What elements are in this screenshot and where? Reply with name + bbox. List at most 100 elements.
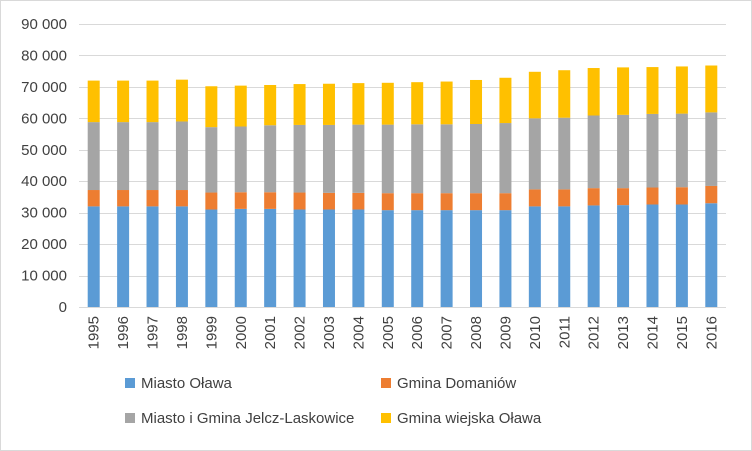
bar-segment xyxy=(352,192,365,210)
bar-segment xyxy=(440,81,453,125)
bar-segment xyxy=(381,193,394,211)
bar-segment xyxy=(499,77,512,124)
bar-segment xyxy=(175,190,188,207)
bar-segment xyxy=(558,117,571,190)
y-axis-ticks: 0 10 000 20 000 30 000 40 000 50 000 60 000 70 … xyxy=(21,16,67,316)
x-tick-label: 2011 xyxy=(556,316,573,348)
bar-segment xyxy=(205,209,218,307)
bar-segment xyxy=(87,206,100,307)
bar-segment xyxy=(470,79,483,124)
bar-segment xyxy=(117,206,130,307)
bar-segment xyxy=(322,124,335,193)
bar-segment xyxy=(528,118,541,190)
x-tick-label: 2000 xyxy=(233,316,250,349)
y-tick-label: 80 000 xyxy=(21,47,67,64)
x-tick-label: 2015 xyxy=(674,316,691,349)
bar-segment xyxy=(205,86,218,128)
bar-segment xyxy=(528,189,541,207)
y-tick-label: 20 000 xyxy=(21,236,67,253)
legend-label: Gmina Domaniów xyxy=(397,375,516,392)
bar-segment xyxy=(87,80,100,123)
y-tick-label: 30 000 xyxy=(21,205,67,222)
bar-segment xyxy=(558,70,571,118)
bar-segment xyxy=(381,82,394,125)
bar-segment xyxy=(675,66,688,114)
x-tick-label: 2006 xyxy=(409,316,426,349)
bar-segment xyxy=(705,112,718,186)
bar-segment xyxy=(587,68,600,116)
y-tick-label: 10 000 xyxy=(21,268,67,285)
bar-segment xyxy=(322,192,335,210)
bar-segment xyxy=(558,189,571,207)
bar-segment xyxy=(528,206,541,307)
x-tick-label: 2012 xyxy=(586,316,603,349)
bar-segment xyxy=(411,210,424,307)
x-tick-label: 1996 xyxy=(115,316,132,349)
bar-segment xyxy=(146,122,159,191)
bar-segment xyxy=(705,203,718,307)
bar-segment xyxy=(440,210,453,307)
bar-segment xyxy=(646,113,659,188)
bar-segment xyxy=(558,206,571,307)
bar-segment xyxy=(352,83,365,125)
y-tick-label: 70 000 xyxy=(21,79,67,96)
bar-segment xyxy=(293,192,306,210)
bar-segment xyxy=(146,190,159,207)
bar-segment xyxy=(322,83,335,125)
bar-segment xyxy=(617,114,630,189)
bar-segment xyxy=(234,208,247,307)
x-tick-label: 2003 xyxy=(321,316,338,349)
bar-segment xyxy=(87,190,100,207)
bar-segment xyxy=(440,124,453,194)
bar-segment xyxy=(705,65,718,113)
legend-swatch xyxy=(125,378,135,388)
x-tick-label: 1999 xyxy=(203,316,220,349)
bar-segment xyxy=(528,71,541,119)
bar-segment xyxy=(293,84,306,125)
bar-segment xyxy=(440,193,453,211)
x-tick-label: 2013 xyxy=(615,316,632,349)
bar-segment xyxy=(646,187,659,205)
bar-segment xyxy=(117,190,130,207)
bar-segment xyxy=(293,209,306,307)
bar-segment xyxy=(352,124,365,193)
bar-segment xyxy=(675,187,688,205)
x-tick-label: 1995 xyxy=(86,316,103,349)
bar-segment xyxy=(411,82,424,125)
bar-segment xyxy=(381,210,394,307)
bar-segment xyxy=(234,126,247,193)
y-tick-label: 40 000 xyxy=(21,173,67,190)
bar-segment xyxy=(617,188,630,206)
x-tick-label: 1997 xyxy=(145,316,162,349)
x-tick-label: 2001 xyxy=(262,316,279,349)
bar-segment xyxy=(499,123,512,194)
legend: Miasto Oława Gmina Domaniów Miasto i Gmina… xyxy=(125,375,542,427)
x-tick-label: 1998 xyxy=(174,316,191,349)
bar-segment xyxy=(675,113,688,188)
bar-segment xyxy=(587,188,600,206)
bar-segment xyxy=(205,192,218,210)
bar-segment xyxy=(587,205,600,307)
bar-segment xyxy=(470,123,483,194)
legend-swatch xyxy=(381,378,391,388)
y-tick-label: 50 000 xyxy=(21,142,67,159)
bar-segment xyxy=(264,125,277,193)
bar-segment xyxy=(381,124,394,194)
bar-segment xyxy=(322,209,335,307)
bar-segment xyxy=(411,124,424,194)
bar-segment xyxy=(117,122,130,191)
bar-segment xyxy=(234,85,247,127)
bar-segment xyxy=(175,121,188,191)
legend-label: Miasto i Gmina Jelcz-Laskowice xyxy=(141,410,354,427)
y-tick-label: 60 000 xyxy=(21,110,67,127)
bar-segment xyxy=(352,209,365,307)
bar-segment xyxy=(146,206,159,307)
bar-segment xyxy=(264,208,277,307)
x-tick-label: 2005 xyxy=(380,316,397,349)
x-tick-label: 2008 xyxy=(468,316,485,349)
bar-segment xyxy=(675,204,688,307)
bar-segment xyxy=(587,115,600,189)
x-tick-label: 2016 xyxy=(703,316,720,349)
bar-segment xyxy=(617,205,630,307)
legend-swatch xyxy=(381,413,391,423)
